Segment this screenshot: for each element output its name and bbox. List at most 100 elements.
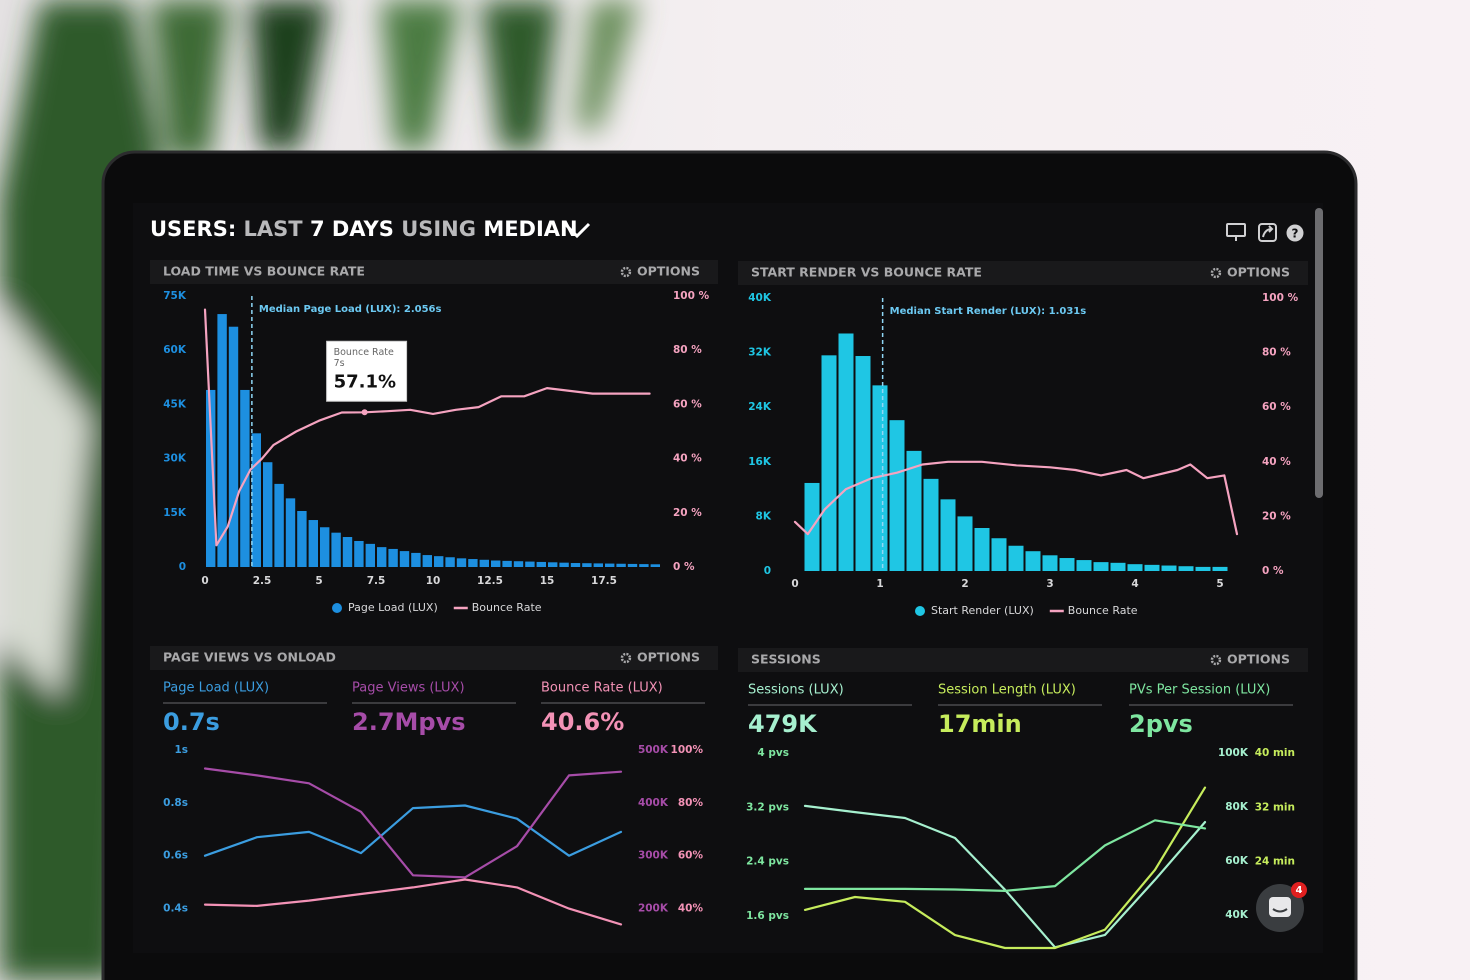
title-part: USERS: [150,217,236,241]
screen [133,203,1323,953]
options-button[interactable]: OPTIONS [1227,265,1290,280]
histogram-bar [434,556,444,567]
histogram-bar [548,562,558,567]
y-tick-label: 8K [756,510,772,522]
histogram-bar [1127,564,1143,571]
options-gear [620,652,632,664]
x-tick-label: 10 [426,575,441,587]
histogram-bar [570,563,581,567]
panel-title: SESSIONS [751,652,821,667]
histogram-bar [1008,545,1024,571]
toolbar-icons: ? [1226,223,1304,242]
kpi-value: 0.7s [163,708,220,736]
y-tick-label: 0.8s [163,797,188,809]
panel: START RENDER VS BOUNCE RATE OPTIONS 0 8K 16K… [738,261,1308,617]
dropdown-chevron[interactable] [563,222,591,239]
panel-title: PAGE VIEWS VS ONLOAD [163,650,336,665]
line-series [793,460,1239,536]
histogram-bar [1093,562,1109,571]
y-tick-label: 1.6 pvs [746,910,789,922]
histogram-bar [855,356,871,571]
options-button[interactable]: OPTIONS [1227,652,1290,667]
histogram-bar [422,555,432,567]
histogram-bar [940,499,956,571]
y-tick-label: 2.4 pvs [746,856,789,868]
histogram-bar [974,528,990,571]
y3-tick-label: 100% [671,744,704,756]
legend-label: Bounce Rate [472,601,542,614]
histogram-bar [650,564,660,567]
histogram-bar [445,557,455,567]
y-tick-label: 0 [179,561,186,573]
y-tick-label: 16K [748,456,772,468]
line-series [803,819,1207,892]
y3-tick-label: 24 min [1255,856,1295,868]
histogram-bar [468,559,478,567]
help-icon[interactable] [1286,224,1304,242]
x-tick-label: 0 [201,575,208,587]
options-gear [620,266,632,278]
options-gear [1210,267,1222,279]
y2-tick-label: 20 % [673,507,702,519]
histogram-bar [593,563,603,567]
histogram-bar [320,527,330,567]
title-part: MEDIAN [483,217,577,241]
x-tick-label: 2 [961,578,968,590]
options-button[interactable]: OPTIONS [637,264,700,279]
legend-label: Start Render (LUX) [931,604,1034,617]
histogram-bar [627,563,638,567]
x-tick-label: 5 [315,575,322,587]
y2-tick-label: 500K [638,744,669,756]
panel-header [150,260,718,284]
histogram-bar [1144,564,1160,571]
histogram-bar [559,562,569,567]
dashboard-title[interactable]: USERS: LAST 7 DAYS USING MEDIAN [150,217,578,241]
panel: PAGE VIEWS VS ONLOAD OPTIONS 1s 0.8s 0.6s 0.4… [150,646,718,926]
y2-tick-label: 40 % [673,453,702,465]
y2-tick-label: 80K [1225,801,1249,813]
y-tick-label: 0.4s [163,903,188,915]
panel-header [738,261,1308,285]
panel-title: LOAD TIME VS BOUNCE RATE [163,264,365,279]
histogram-bar [1161,565,1177,571]
histogram-bar [285,498,296,567]
line-series [803,786,1207,950]
panel: LOAD TIME VS BOUNCE RATE OPTIONS 0 15K 30K 45… [150,260,718,614]
title-part: LAST [244,217,304,241]
x-tick-label: 3 [1046,578,1053,590]
kpi-label: PVs Per Session (LUX) [1129,683,1270,698]
line-series [203,878,623,926]
histogram-bar [513,561,524,567]
scrollbar[interactable] [1315,208,1323,498]
line-series [203,308,651,547]
histogram-bar [1110,562,1126,571]
y2-tick-label: 100K [1218,747,1249,759]
y2-tick-label: 100 % [1262,292,1299,304]
y-tick-label: 3.2 pvs [746,801,789,813]
y3-tick-label: 40 min [1255,747,1295,759]
histogram-bar [377,547,387,567]
tooltip-x: 7s [334,358,345,369]
line-series [203,804,623,857]
histogram-bar [906,450,922,571]
histogram-bar [365,543,375,567]
histogram-bar [616,563,626,567]
share-icon[interactable] [1258,223,1277,242]
histogram-bar [206,389,216,567]
y2-tick-label: 20 % [1262,510,1291,522]
y3-tick-label: 32 min [1255,801,1295,813]
y-tick-label: 45K [163,398,187,410]
title-part: USING [401,217,476,241]
y2-tick-label: 0 % [1262,565,1284,577]
options-button[interactable]: OPTIONS [637,650,700,665]
panel-title: START RENDER VS BOUNCE RATE [751,265,982,280]
x-tick-label: 12.5 [477,575,503,587]
histogram-bar [297,510,307,567]
histogram-bar [1178,566,1194,571]
histogram-bar [411,552,421,567]
histogram-bar [1195,566,1211,571]
kpi-label: Bounce Rate (LUX) [541,681,663,696]
histogram-bar [821,355,837,571]
x-tick-label: 17.5 [591,575,617,587]
y3-tick-label: 60% [678,850,704,862]
